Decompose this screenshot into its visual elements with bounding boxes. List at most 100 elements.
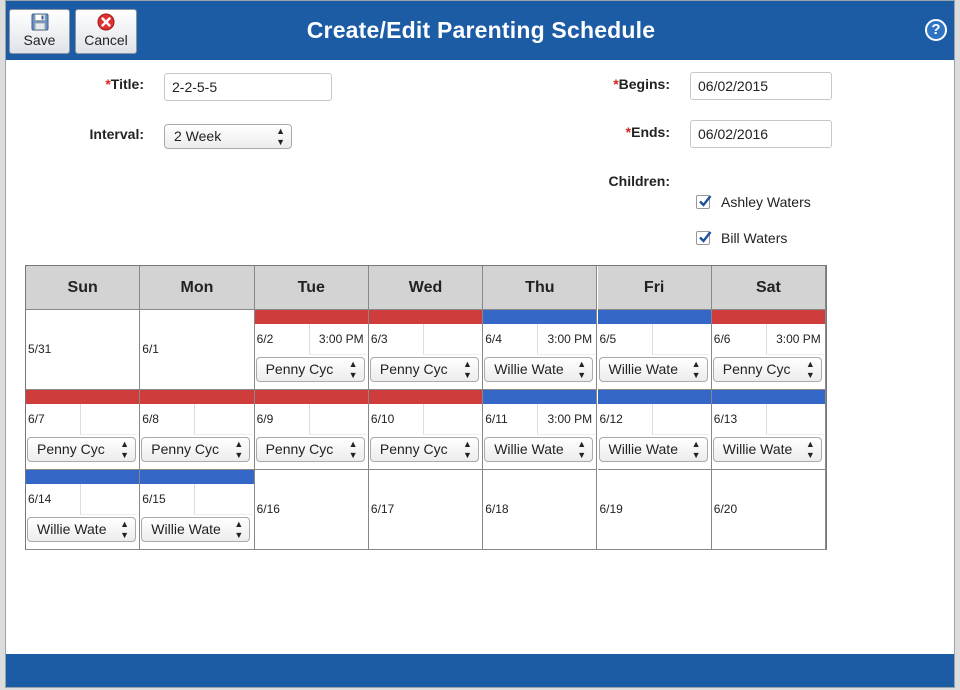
- title-input[interactable]: 2-2-5-5: [164, 73, 332, 101]
- parent-select[interactable]: Willie Wate ▲ ▼: [27, 517, 136, 542]
- parent-select-value: Penny Cyc: [379, 441, 448, 457]
- calendar-day-cell[interactable]: 6/19: [597, 470, 712, 550]
- day-date-label: 6/8: [142, 412, 159, 426]
- exchange-time-field[interactable]: [765, 404, 824, 435]
- calendar-day-cell[interactable]: 6/2 3:00 PM Penny Cyc ▲ ▼: [254, 310, 369, 390]
- calendar-day-cell[interactable]: 6/11 3:00 PM Willie Wate ▲ ▼: [483, 390, 598, 470]
- select-arrows-icon: ▲ ▼: [462, 439, 472, 460]
- day-date-label: 6/4: [485, 332, 502, 346]
- exchange-time-field[interactable]: 3:00 PM: [765, 324, 824, 355]
- select-arrows-icon: ▲ ▼: [348, 359, 358, 380]
- calendar-day-cell[interactable]: 6/15 Willie Wate ▲ ▼: [140, 470, 255, 550]
- custody-color-bar: [711, 310, 826, 324]
- calendar-day-cell[interactable]: 6/4 3:00 PM Willie Wate ▲ ▼: [483, 310, 598, 390]
- exchange-time-field[interactable]: [194, 484, 253, 515]
- parent-select[interactable]: Penny Cyc ▲ ▼: [255, 357, 365, 382]
- exchange-time-field[interactable]: [308, 404, 367, 435]
- title-field-label: *Title:: [105, 76, 144, 92]
- parent-select[interactable]: Willie Wate ▲ ▼: [141, 517, 251, 542]
- help-icon[interactable]: ?: [925, 19, 947, 41]
- calendar-day-cell[interactable]: 6/13 Willie Wate ▲ ▼: [711, 390, 827, 470]
- parent-select-value: Willie Wate: [151, 521, 221, 537]
- day-date-label: 6/9: [256, 412, 274, 426]
- day-date-label: 6/14: [28, 492, 52, 506]
- begins-date-input[interactable]: 06/02/2015: [690, 72, 832, 100]
- parent-select-value: Penny Cyc: [265, 361, 334, 377]
- select-arrows-icon: ▲ ▼: [577, 439, 587, 460]
- calendar-day-cell[interactable]: 5/31: [26, 310, 141, 390]
- parent-select[interactable]: Penny Cyc ▲ ▼: [369, 357, 479, 382]
- day-header-tue: Tue: [254, 266, 369, 310]
- custody-color-bar: [597, 310, 711, 324]
- calendar-day-cell[interactable]: 6/17: [368, 470, 484, 550]
- save-button[interactable]: Save: [9, 9, 70, 54]
- calendar-day-cell[interactable]: 6/14 Willie Wate ▲ ▼: [26, 470, 141, 550]
- dialog-title: Create/Edit Parenting Schedule: [306, 17, 656, 43]
- floppy-disk-icon: [31, 13, 48, 31]
- custody-color-bar: [483, 390, 597, 404]
- parent-select-value: Willie Wate: [494, 361, 564, 377]
- interval-select-value: 2 Week: [174, 128, 222, 144]
- calendar-day-cell[interactable]: 6/16: [254, 470, 369, 550]
- interval-select[interactable]: 2 Week ▲ ▼: [164, 124, 292, 149]
- calendar-day-cell[interactable]: 6/9 Penny Cyc ▲ ▼: [254, 390, 369, 470]
- custody-color-bar: [711, 390, 826, 404]
- exchange-time-field[interactable]: [194, 404, 253, 435]
- select-arrows-icon: ▲ ▼: [691, 359, 701, 380]
- dialog-header: Create/Edit Parenting Schedule Save Canc…: [6, 1, 954, 60]
- parent-select[interactable]: Penny Cyc ▲ ▼: [255, 437, 365, 462]
- select-arrows-icon: ▲ ▼: [234, 439, 244, 460]
- exchange-time-field[interactable]: [422, 324, 481, 355]
- checkbox[interactable]: [696, 195, 712, 209]
- day-date-label: 6/20: [713, 502, 738, 516]
- cancel-button[interactable]: Cancel: [75, 9, 137, 54]
- parent-select[interactable]: Willie Wate ▲ ▼: [598, 357, 708, 382]
- calendar-day-cell[interactable]: 6/1: [140, 310, 255, 390]
- exchange-time-field[interactable]: 3:00 PM: [537, 324, 596, 355]
- exchange-time-field[interactable]: [651, 324, 710, 355]
- exchange-time-field[interactable]: [80, 404, 138, 435]
- custody-color-bar: [483, 310, 597, 324]
- exchange-time-field[interactable]: 3:00 PM: [308, 324, 367, 355]
- calendar-day-cell[interactable]: 6/12 Willie Wate ▲ ▼: [597, 390, 712, 470]
- parent-select[interactable]: Penny Cyc ▲ ▼: [27, 437, 136, 462]
- checkmark-icon: [699, 231, 712, 243]
- day-date-label: 6/18: [485, 502, 509, 516]
- parent-select[interactable]: Penny Cyc ▲ ▼: [369, 437, 479, 462]
- parent-select[interactable]: Penny Cyc ▲ ▼: [712, 357, 822, 382]
- day-header-fri: Fri: [597, 266, 712, 310]
- custody-color-bar: [140, 470, 254, 484]
- calendar-day-cell[interactable]: 6/18: [483, 470, 598, 550]
- exchange-time-field[interactable]: [422, 404, 481, 435]
- day-date-label: 6/15: [142, 492, 166, 506]
- schedule-calendar: Sun Mon Tue Wed Thu Fri Sat 5/31 6/1 6/2 3:00 PM Pe…: [25, 265, 827, 550]
- parent-select[interactable]: Willie Wate ▲ ▼: [484, 437, 594, 462]
- day-date-label: 6/16: [256, 502, 280, 516]
- required-mark: *: [625, 124, 632, 140]
- dialog-footer: [6, 654, 954, 687]
- day-date-label: 6/11: [485, 412, 508, 426]
- custody-color-bar: [254, 390, 368, 404]
- parent-select[interactable]: Willie Wate ▲ ▼: [712, 437, 822, 462]
- select-arrows-icon: ▲ ▼: [234, 519, 244, 540]
- parent-select[interactable]: Willie Wate ▲ ▼: [484, 357, 594, 382]
- calendar-day-cell[interactable]: 6/6 3:00 PM Penny Cyc ▲ ▼: [711, 310, 827, 390]
- parent-select-value: Willie Wate: [608, 361, 679, 377]
- custody-color-bar: [254, 310, 368, 324]
- ends-date-input[interactable]: 06/02/2016: [690, 120, 832, 148]
- parent-select[interactable]: Willie Wate ▲ ▼: [598, 437, 708, 462]
- calendar-day-cell[interactable]: 6/5 Willie Wate ▲ ▼: [597, 310, 712, 390]
- exchange-time-field[interactable]: [651, 404, 710, 435]
- save-button-label: Save: [23, 32, 56, 48]
- calendar-day-cell[interactable]: 6/20: [711, 470, 827, 550]
- exchange-time-field[interactable]: 3:00 PM: [537, 404, 596, 435]
- calendar-day-cell[interactable]: 6/3 Penny Cyc ▲ ▼: [368, 310, 484, 390]
- exchange-time-field[interactable]: [80, 484, 138, 515]
- calendar-day-cell[interactable]: 6/8 Penny Cyc ▲ ▼: [140, 390, 255, 470]
- day-date-label: 6/10: [370, 412, 395, 426]
- day-date-label: 6/7: [28, 412, 45, 426]
- calendar-day-cell[interactable]: 6/7 Penny Cyc ▲ ▼: [26, 390, 141, 470]
- calendar-day-cell[interactable]: 6/10 Penny Cyc ▲ ▼: [368, 390, 484, 470]
- checkbox[interactable]: [696, 231, 712, 245]
- parent-select[interactable]: Penny Cyc ▲ ▼: [141, 437, 251, 462]
